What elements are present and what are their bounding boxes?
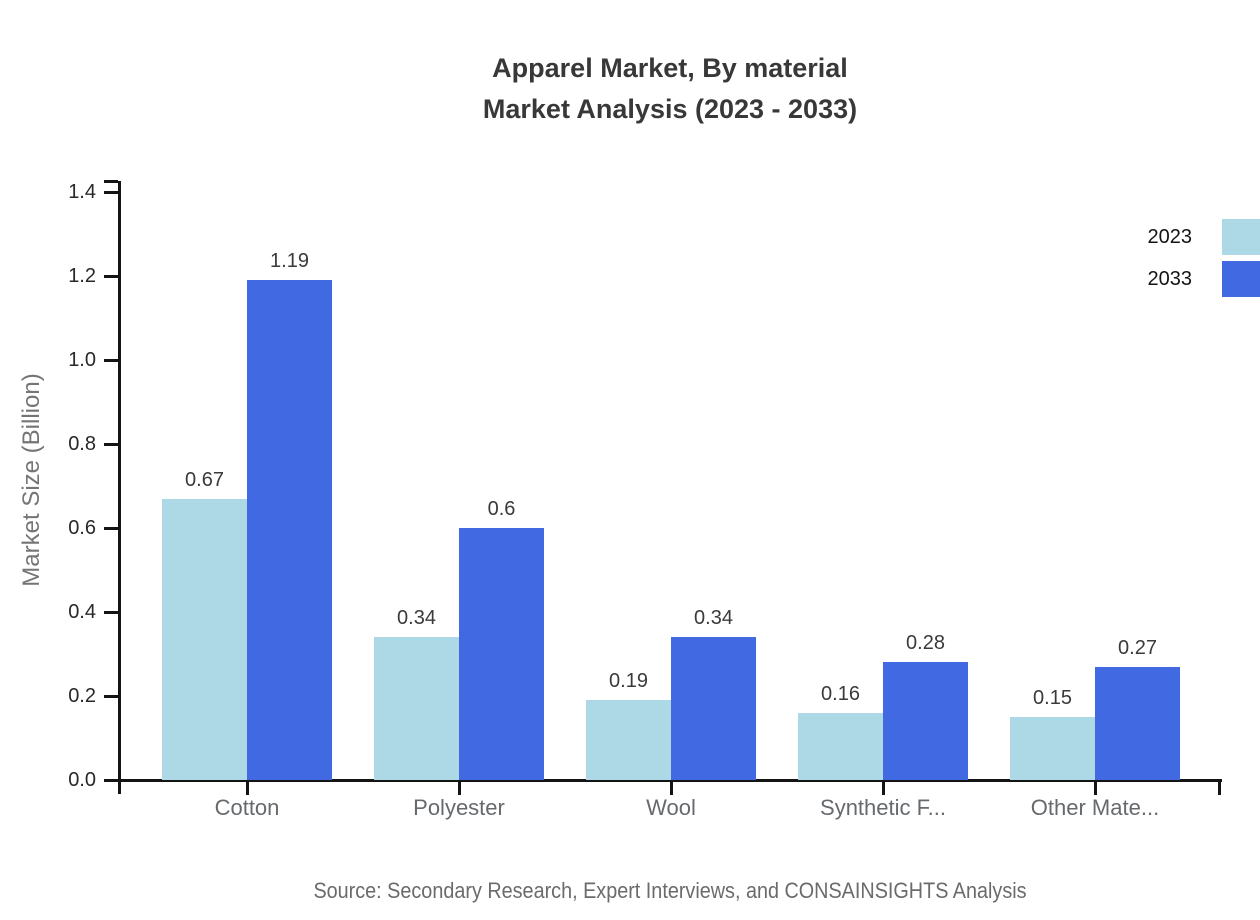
y-axis-tick: [104, 443, 118, 446]
y-axis-line: [118, 181, 121, 794]
bar-value-label: 0.34: [397, 607, 436, 629]
y-axis-tick-label: 0.2: [68, 685, 96, 707]
source-note: Source: Secondary Research, Expert Inter…: [313, 878, 1027, 903]
y-axis-tick-label: 1.4: [68, 181, 96, 203]
y-axis-tick: [104, 359, 118, 362]
y-axis-end-tick: [104, 180, 118, 183]
bar-2023[interactable]: [1010, 717, 1095, 780]
y-axis-tick-label: 0.6: [68, 517, 96, 539]
y-axis-tick-label: 0.8: [68, 433, 96, 455]
bar-2033[interactable]: [883, 662, 968, 780]
bar-value-label: 0.16: [821, 683, 860, 705]
bar-2033[interactable]: [247, 280, 332, 780]
bar-2023[interactable]: [798, 713, 883, 780]
x-axis-category-label: Synthetic F...: [820, 795, 946, 820]
legend-swatch-2033[interactable]: [1222, 261, 1260, 297]
bar-value-label: 0.15: [1033, 687, 1072, 709]
y-axis-tick: [104, 695, 118, 698]
bar-value-label: 0.6: [487, 498, 516, 520]
x-axis-category-label: Polyester: [413, 795, 505, 820]
bar-2033[interactable]: [459, 528, 544, 780]
x-axis-tick: [882, 782, 885, 795]
bar-value-label: 0.19: [609, 670, 648, 692]
y-axis-tick: [104, 611, 118, 614]
x-axis-category-label: Cotton: [214, 795, 280, 820]
bar-2023[interactable]: [162, 499, 247, 780]
x-axis-tick: [458, 782, 461, 795]
bar-value-label: 0.67: [185, 469, 224, 491]
y-axis-tick: [104, 191, 118, 194]
bar-2033[interactable]: [671, 637, 756, 780]
y-axis-tick: [104, 779, 118, 782]
x-axis-end-tick: [1218, 782, 1221, 795]
bar-value-label: 0.28: [906, 632, 945, 654]
x-axis-category-label: Other Mate...: [1030, 795, 1160, 820]
legend-label-2033: 2033: [1147, 268, 1193, 290]
x-axis-tick: [246, 782, 249, 795]
chart-title-line-1: Apparel Market, By material: [492, 53, 848, 83]
x-axis-line: [118, 779, 1222, 782]
x-axis-tick: [1094, 782, 1097, 795]
bar-value-label: 1.19: [270, 250, 309, 272]
x-axis-category-label: Wool: [646, 795, 696, 820]
y-axis-tick-label: 1.2: [68, 265, 96, 287]
y-axis-tick-label: 0.4: [68, 601, 96, 623]
legend-label-2023: 2023: [1147, 226, 1193, 248]
bar-value-label: 0.27: [1118, 637, 1157, 659]
bar-2023[interactable]: [374, 637, 459, 780]
chart-title-line-2: Market Analysis (2023 - 2033): [482, 94, 858, 124]
legend-swatch-2023[interactable]: [1222, 219, 1260, 255]
chart-title: Apparel Market, By material Market Analy…: [70, 48, 1260, 130]
y-axis-tick: [104, 275, 118, 278]
bar-value-label: 0.34: [694, 607, 733, 629]
y-axis-tick-label: 0.0: [68, 769, 96, 791]
bar-2033[interactable]: [1095, 667, 1180, 780]
y-axis-tick: [104, 527, 118, 530]
x-axis-tick: [670, 782, 673, 795]
bar-2023[interactable]: [586, 700, 671, 780]
y-axis-tick-label: 1.0: [68, 349, 96, 371]
